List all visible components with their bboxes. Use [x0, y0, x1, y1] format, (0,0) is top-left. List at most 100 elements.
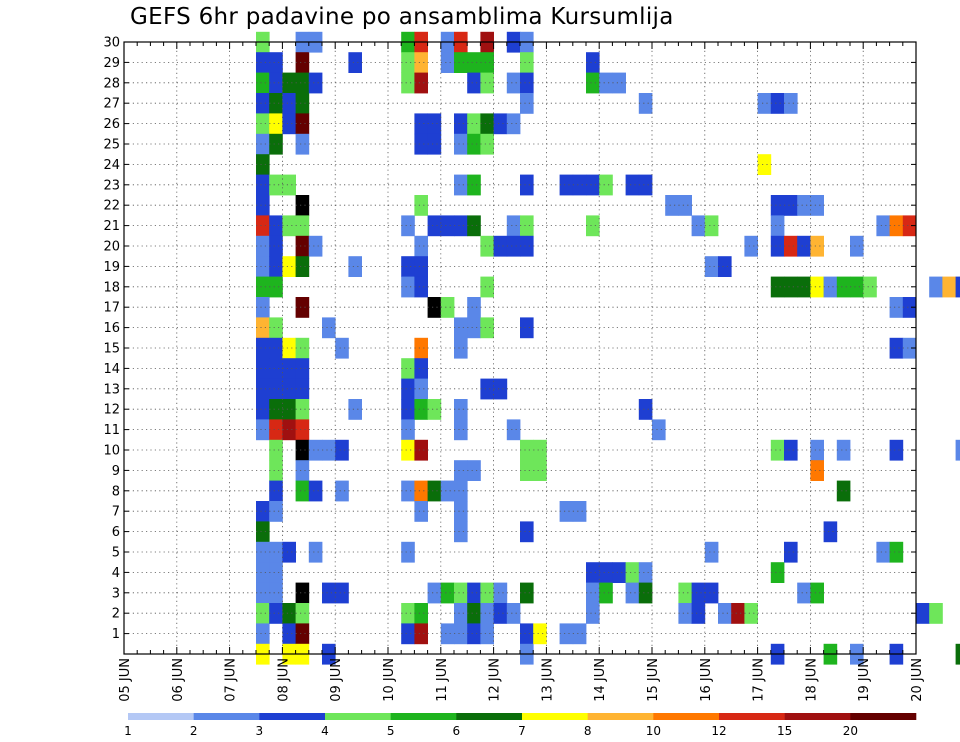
heatmap-cell [295, 52, 310, 73]
heatmap-cell [269, 93, 283, 114]
heatmap-cell [269, 52, 283, 73]
heatmap-cell [784, 541, 798, 563]
heatmap-cell [401, 378, 415, 400]
heatmap-cell [401, 603, 415, 624]
heatmap-cell [520, 623, 534, 645]
heatmap-cell [506, 603, 521, 624]
heatmap-cell [889, 297, 904, 318]
heatmap-cell [295, 93, 310, 114]
heatmap-cell [256, 93, 270, 114]
heatmap-cell [282, 541, 296, 563]
heatmap-cell [876, 541, 890, 563]
heatmap-cell [256, 399, 270, 420]
y-tick-label: 22 [103, 199, 120, 214]
heatmap-cell [863, 276, 877, 298]
heatmap-cell [308, 439, 323, 461]
heatmap-cell [256, 419, 270, 441]
heatmap-cell [586, 174, 600, 196]
heatmap-cell [295, 235, 310, 257]
y-tick-label: 13 [103, 382, 120, 397]
heatmap-cell [770, 562, 785, 583]
legend-label: 15 [777, 724, 792, 738]
heatmap-cell [467, 317, 481, 339]
x-tick-label: 05 JUN [118, 658, 133, 702]
heatmap-cell [414, 337, 428, 359]
heatmap-cell [401, 52, 415, 73]
heatmap-cell [810, 235, 824, 257]
heatmap-cell [269, 582, 283, 604]
heatmap-cell [269, 174, 283, 196]
heatmap-cell [625, 562, 640, 583]
heatmap-cell [282, 623, 296, 645]
heatmap-cell [784, 439, 798, 461]
x-tick-label: 19 JUN [857, 658, 872, 702]
heatmap-cell [770, 235, 785, 257]
heatmap-cell [295, 480, 310, 502]
heatmap-cell [520, 52, 534, 73]
heatmap-cell [256, 195, 270, 216]
y-tick-label: 27 [103, 97, 120, 112]
y-axis: 1234567891011121314151617181920212223242… [103, 36, 916, 642]
heatmap-cell [282, 603, 296, 624]
heatmap-cell [876, 215, 890, 237]
y-tick-label: 8 [112, 484, 120, 499]
heatmap-cell [401, 215, 415, 237]
legend-label: 8 [584, 724, 592, 738]
heatmap-cell [256, 521, 270, 543]
heatmap-cell [256, 256, 270, 277]
heatmap-cell [902, 297, 917, 318]
heatmap-cell [572, 623, 587, 645]
y-tick-label: 10 [103, 444, 120, 459]
heatmap-cell [414, 133, 428, 155]
heatmap-cell [295, 256, 310, 277]
heatmap-cell [942, 276, 956, 298]
heatmap-cell [269, 235, 283, 257]
heatmap-cell [401, 541, 415, 563]
y-tick-label: 16 [103, 321, 120, 336]
heatmap-cell [520, 235, 534, 257]
heatmap-cell [480, 52, 494, 73]
y-tick-label: 24 [103, 158, 120, 173]
y-tick-label: 7 [112, 505, 120, 520]
y-tick-label: 29 [103, 56, 120, 71]
heatmap-cell [770, 276, 785, 298]
heatmap-cell [638, 174, 653, 196]
heatmap-cell [770, 439, 785, 461]
heatmap-cell [638, 93, 653, 114]
heatmap-cell [599, 582, 613, 604]
grid-layer [123, 41, 917, 654]
y-tick-label: 3 [112, 586, 120, 601]
heatmap-cell [454, 480, 468, 502]
heatmap-cell [256, 562, 270, 583]
heatmap-cell [691, 582, 706, 604]
heatmap-cell [704, 541, 719, 563]
heatmap-cell [256, 358, 270, 379]
heatmap-cell [269, 317, 283, 339]
heatmap-cell [625, 582, 640, 604]
heatmap-cell [678, 195, 692, 216]
heatmap-cell [454, 133, 468, 155]
legend-label: 2 [190, 724, 198, 738]
x-tick-label: 15 JUN [646, 658, 661, 702]
heatmap-cell [256, 317, 270, 339]
heatmap-cell [520, 174, 534, 196]
heatmap-cell [533, 623, 547, 645]
heatmap-cell [256, 174, 270, 196]
heatmap-cell [282, 337, 296, 359]
heatmap-cell [414, 52, 428, 73]
heatmap-cell [889, 439, 904, 461]
heatmap-cell [454, 419, 468, 441]
x-tick-label: 09 JUN [329, 658, 344, 702]
heatmap-cell [955, 643, 960, 665]
heatmap-cell [322, 582, 336, 604]
heatmap-cell [586, 72, 600, 94]
heatmap-cell [269, 358, 283, 379]
heatmap-cell [836, 480, 851, 502]
heatmap-cell [401, 358, 415, 379]
heatmap-cell [282, 256, 296, 277]
heatmap-cell [269, 562, 283, 583]
heatmap-cell [401, 399, 415, 420]
heatmap-cell [480, 276, 494, 298]
heatmap-cell [586, 52, 600, 73]
